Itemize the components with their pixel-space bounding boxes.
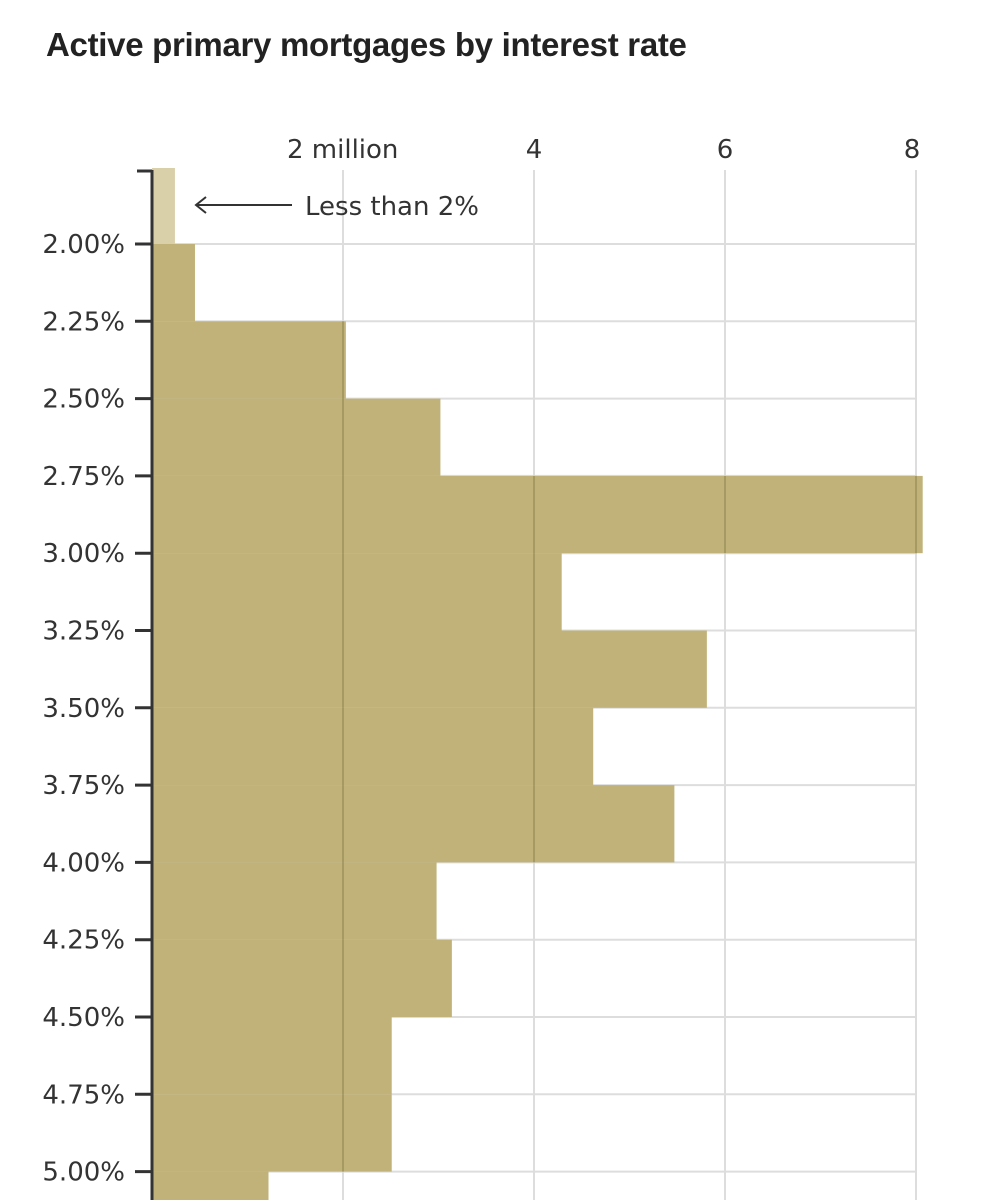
histogram-bar [152, 630, 707, 708]
histogram-bar [152, 862, 437, 940]
histogram-bar [152, 939, 452, 1017]
histogram-bar [152, 398, 441, 476]
histogram-bar [152, 168, 175, 244]
histogram-bar [152, 707, 594, 786]
annotation-label: Less than 2% [305, 192, 479, 222]
x-tick-label: 6 [717, 135, 734, 165]
y-tick-label: 3.25% [42, 617, 125, 647]
chart-title: Active primary mortgages by interest rat… [46, 26, 687, 63]
histogram-bar [152, 1094, 392, 1172]
y-tick-label: 3.50% [42, 694, 125, 724]
y-tick-label: 2.50% [42, 385, 125, 415]
y-tick-label: 5.00% [42, 1158, 125, 1188]
y-tick-label: 4.50% [42, 1003, 125, 1033]
bar-gridlines [342, 321, 917, 1172]
x-tick-label: 4 [526, 135, 543, 165]
y-tick-label: 2.00% [42, 230, 125, 260]
y-tick-label: 3.75% [42, 771, 125, 801]
y-tick-label: 4.25% [42, 926, 125, 956]
histogram-bar [152, 1017, 392, 1095]
histogram-bar [152, 1171, 269, 1200]
histogram-bar [152, 244, 195, 322]
y-tick-label: 3.00% [42, 539, 125, 569]
y-tick-label: 2.25% [42, 307, 125, 337]
x-tick-label: 8 [904, 135, 921, 165]
y-tick-label: 4.75% [42, 1080, 125, 1110]
annotation: Less than 2% [194, 192, 479, 222]
axes [135, 169, 154, 1200]
bars [152, 168, 923, 1200]
tick-labels: 2.00% 2.25% 2.50% 2.75% 3.00% 3.25% 3.50% 3.75%… [42, 135, 920, 1188]
histogram-bar [152, 475, 923, 554]
y-tick-label: 4.00% [42, 848, 125, 878]
histogram-bar [152, 321, 346, 399]
histogram-bar [152, 553, 562, 631]
y-tick-label: 2.75% [42, 462, 125, 492]
x-tick-label: 2 million [287, 135, 398, 165]
histogram-bar [152, 785, 675, 863]
annotation-arrow-head [194, 196, 207, 214]
